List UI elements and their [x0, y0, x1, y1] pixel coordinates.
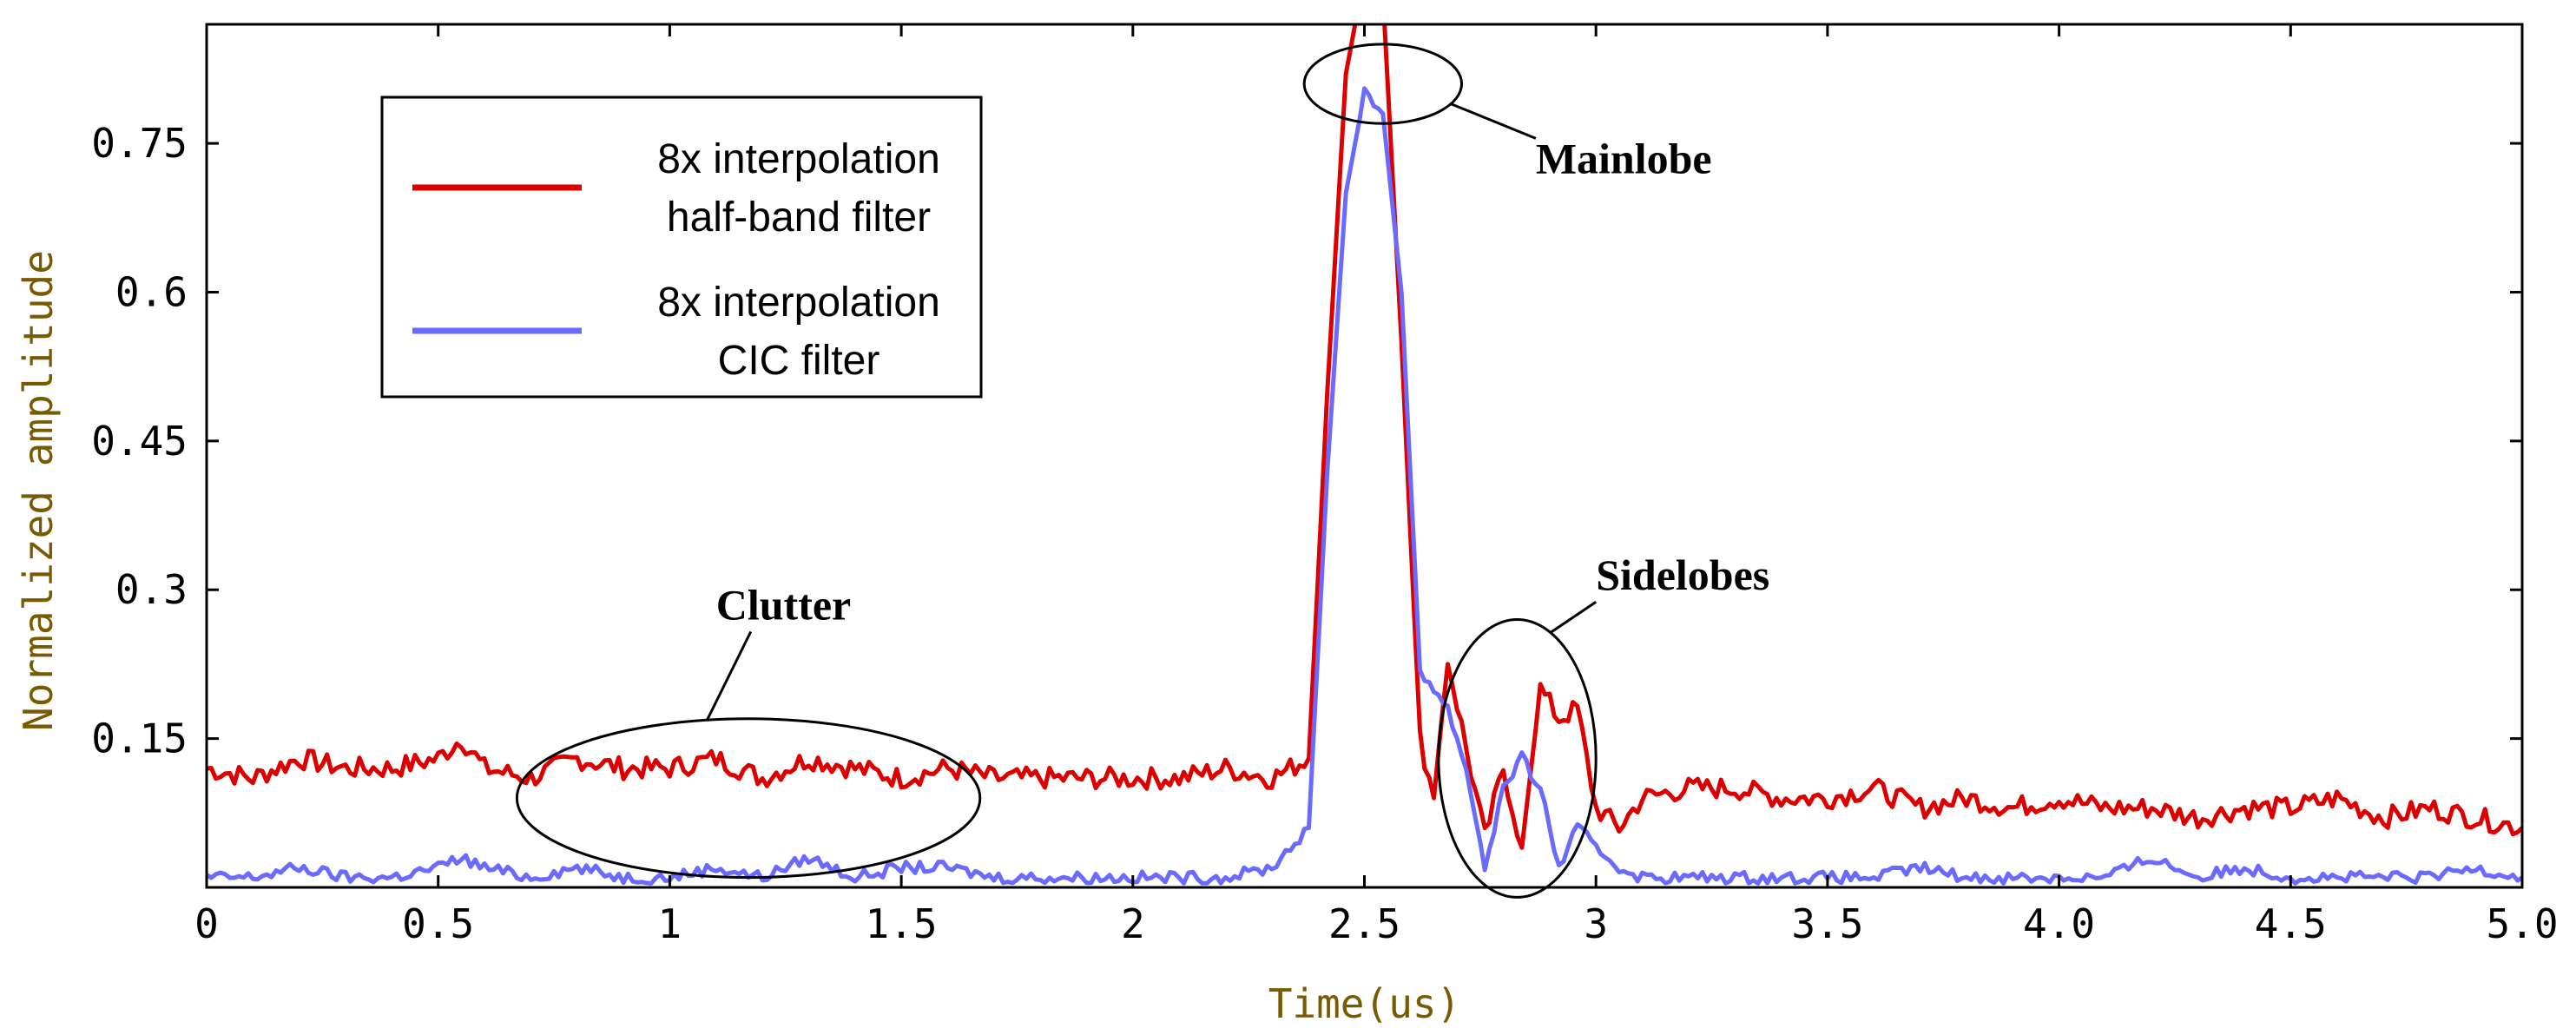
x-tick-label: 5.0 [2486, 900, 2558, 947]
annotation-label: Clutter [716, 581, 852, 630]
x-tick-label: 2 [1121, 900, 1145, 947]
annotation-label: Sidelobes [1596, 550, 1769, 599]
annotation-leader [1450, 102, 1537, 140]
y-tick-label: 0.6 [115, 268, 188, 315]
annotation-leader [1550, 600, 1598, 634]
annotation-leader [706, 630, 753, 721]
legend-box [380, 96, 983, 399]
x-tick-label: 1.5 [866, 900, 938, 947]
annotation-ellipse [1437, 618, 1598, 899]
x-tick-label: 2.5 [1328, 900, 1400, 947]
x-tick-label: 4.0 [2023, 900, 2095, 947]
y-tick-label: 0.45 [91, 418, 188, 465]
legend-label-cic-line2: CIC filter [718, 338, 880, 384]
x-tick-label: 0.5 [402, 900, 474, 947]
y-tick-label: 0.3 [115, 566, 188, 613]
annotation-ellipse [515, 717, 982, 880]
x-axis-title: Time(us) [1268, 980, 1461, 1027]
x-tick-label: 3.5 [1791, 900, 1863, 947]
legend-label-half-band-line1: 8x interpolation [657, 136, 940, 182]
annotations: Mainlobe Sidelobes Clutter [515, 43, 1769, 899]
annotation-ellipse [1302, 43, 1464, 125]
annotation-label: Mainlobe [1536, 134, 1712, 182]
series-line-cic [207, 86, 2522, 886]
series-line-half-band [207, 24, 2522, 850]
x-tick-label: 1 [658, 900, 682, 947]
legend-label-cic-line1: 8x interpolation [657, 280, 940, 326]
legend-label-half-band-line2: half-band filter [667, 194, 931, 241]
x-tick-label: 0 [194, 900, 219, 947]
y-tick-label: 0.15 [91, 715, 188, 762]
ticks-layer: 0 0.5 1 1.5 2 2.5 3 3.5 4.0 4.5 5.0 0.15 0.3 0.45 0.6 0… [91, 24, 2559, 947]
y-tick-label: 0.75 [91, 120, 188, 167]
x-tick-label: 3 [1584, 900, 1608, 947]
legend: 8x interpolation half-band filter 8x int… [380, 96, 983, 399]
y-axis-title: Normalized amplitude [15, 250, 62, 731]
series-layer [207, 24, 2522, 886]
x-tick-label: 4.5 [2255, 900, 2327, 947]
